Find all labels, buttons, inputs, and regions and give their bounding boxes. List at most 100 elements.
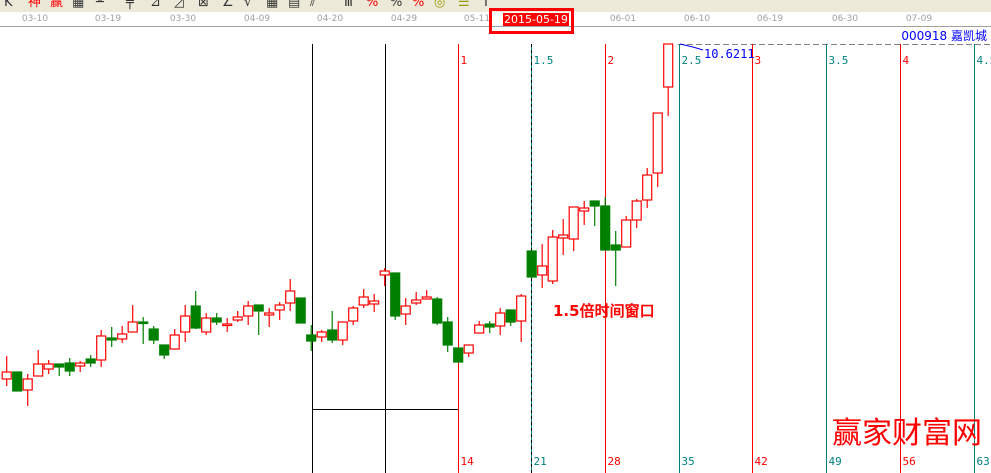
candle-down xyxy=(432,298,443,324)
candle-up xyxy=(127,321,138,333)
angle-icon[interactable]: ∠ xyxy=(222,0,234,10)
candle-down xyxy=(54,363,65,368)
level-icon[interactable]: ☰ xyxy=(458,0,470,10)
fan-icon[interactable]: ⊿ xyxy=(150,0,161,10)
candle-up xyxy=(169,334,180,350)
candle-up xyxy=(421,296,432,300)
candle-up xyxy=(547,236,558,282)
candle-down xyxy=(610,244,621,251)
date-tick-label: 03-30 xyxy=(169,14,197,24)
kline-icon[interactable]: K xyxy=(4,0,13,10)
candle-up xyxy=(337,321,348,341)
candle-down xyxy=(138,321,149,325)
text-icon[interactable]: T xyxy=(482,0,490,10)
ratio-label: 4 xyxy=(903,54,910,67)
selected-date-label: 2015-05-19 xyxy=(503,13,569,26)
candle-up xyxy=(201,317,212,333)
date-tick-label: 04-20 xyxy=(316,14,344,24)
line-tool-icon[interactable]: ╤ xyxy=(126,0,134,10)
candle-up xyxy=(358,296,369,306)
candle-down xyxy=(148,328,159,341)
candle-up xyxy=(369,300,380,305)
day-count-label: 21 xyxy=(534,455,547,468)
day-count-label: 35 xyxy=(682,455,695,468)
candle-up xyxy=(558,234,569,239)
stat-icon[interactable]: Ⅲ xyxy=(344,0,353,10)
candle-up xyxy=(96,335,107,361)
candle-down xyxy=(526,250,537,278)
date-tick-label: 06-30 xyxy=(831,14,859,24)
candle-up xyxy=(274,304,285,311)
date-axis: 03-10 03-19 03-30 04-09 04-20 04-29 05-11 06-01… xyxy=(0,12,991,27)
grid-icon[interactable]: ▦ xyxy=(72,0,85,10)
candle-up xyxy=(379,270,390,276)
candle-up xyxy=(495,312,506,327)
candle-down xyxy=(589,200,600,207)
coin-icon[interactable]: ◎ xyxy=(434,0,446,10)
candle-up xyxy=(348,307,359,322)
date-tick-label: 07-09 xyxy=(905,14,933,24)
candle-up xyxy=(474,324,485,334)
ying-icon[interactable]: 赢 xyxy=(50,0,64,10)
candle-up xyxy=(33,363,44,377)
candle-up xyxy=(621,219,632,248)
candle-up xyxy=(222,323,233,327)
date-tick-label: 04-29 xyxy=(390,14,418,24)
candle-down xyxy=(484,323,495,328)
ratio-label: 2 xyxy=(608,54,615,67)
date-tick-label: 03-10 xyxy=(21,14,49,24)
ratio-label: 1.5 xyxy=(534,54,554,67)
ratio-label: 2.5 xyxy=(682,54,702,67)
day-count-label: 63 xyxy=(977,455,990,468)
day-count-label: 56 xyxy=(903,455,916,468)
stock-title[interactable]: 000918 嘉凯城 xyxy=(901,29,987,43)
candle-up xyxy=(243,305,254,317)
candle-up xyxy=(652,112,663,174)
drawing-toolbar: K 神赢 ▦ ╨ ╤ ⊿ ◿ ⊠ ∠ √ ▦ ▤ ⫽ Ⅲ%%% ◎ ☰ T xyxy=(0,0,991,12)
high-price-label: 10.6211 xyxy=(704,47,755,61)
day-count-label: 42 xyxy=(755,455,768,468)
selected-date-highlight-box xyxy=(489,8,574,34)
percent2-icon[interactable]: % xyxy=(390,0,403,10)
table2-icon[interactable]: ▤ xyxy=(288,0,301,10)
candle-down xyxy=(306,334,317,342)
date-tick-label: 06-19 xyxy=(756,14,784,24)
channel-icon[interactable]: ⫽ xyxy=(310,0,316,10)
fan2-icon[interactable]: ◿ xyxy=(174,0,184,10)
shen-icon[interactable]: 神 xyxy=(28,0,42,10)
candle-up xyxy=(568,206,579,240)
date-tick-label: 04-09 xyxy=(243,14,271,24)
table-icon[interactable]: ▦ xyxy=(266,0,279,10)
candle-up xyxy=(180,315,191,333)
candle-up xyxy=(537,265,548,276)
percent3-icon[interactable]: % xyxy=(412,0,425,10)
candle-down xyxy=(600,205,611,251)
candle-down xyxy=(295,297,306,324)
ratio-label: 3.5 xyxy=(829,54,849,67)
percent-icon[interactable]: % xyxy=(366,0,379,10)
date-tick-label: 06-01 xyxy=(609,14,637,24)
watermark: 赢家财富网 xyxy=(832,416,982,451)
candle-up xyxy=(264,312,275,316)
gann-icon[interactable]: ⊠ xyxy=(198,0,209,10)
candle-up xyxy=(400,305,411,315)
candle-up xyxy=(232,316,243,321)
day-count-label: 14 xyxy=(461,455,475,468)
candle-down xyxy=(106,337,117,341)
candle-down xyxy=(442,321,453,346)
bars-icon[interactable]: ╨ xyxy=(96,0,104,10)
candle-down xyxy=(159,344,170,356)
candle-up xyxy=(22,378,33,391)
candle-down xyxy=(12,371,23,392)
candle-up xyxy=(631,200,642,221)
day-count-label: 28 xyxy=(608,455,621,468)
candle-up xyxy=(642,174,653,201)
candle-up xyxy=(516,295,527,322)
candle-down xyxy=(253,304,264,312)
candle-down xyxy=(190,305,201,329)
candle-up xyxy=(663,43,674,88)
candle-up xyxy=(285,290,296,304)
wave-icon[interactable]: √ xyxy=(244,0,253,10)
